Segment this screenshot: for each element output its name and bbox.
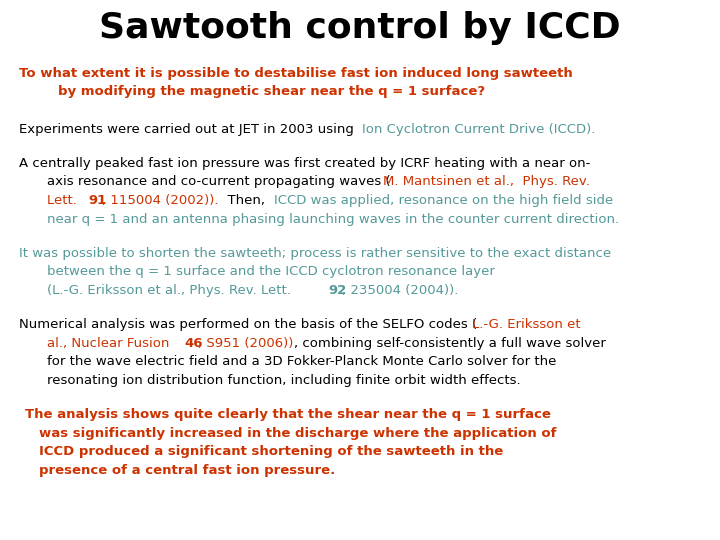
Text: ICCD was applied, resonance on the high field side: ICCD was applied, resonance on the high … — [274, 194, 613, 207]
Text: near q = 1 and an antenna phasing launching waves in the counter current directi: near q = 1 and an antenna phasing launch… — [48, 213, 619, 226]
Text: between the q = 1 surface and the ICCD cyclotron resonance layer: between the q = 1 surface and the ICCD c… — [48, 266, 495, 279]
Text: 46: 46 — [184, 336, 203, 350]
Text: Numerical analysis was performed on the basis of the SELFO codes (: Numerical analysis was performed on the … — [19, 318, 477, 331]
Text: It was possible to shorten the sawteeth; process is rather sensitive to the exac: It was possible to shorten the sawteeth;… — [19, 247, 611, 260]
Text: Experiments were carried out at JET in 2003 using: Experiments were carried out at JET in 2… — [19, 123, 359, 136]
Text: The analysis shows quite clearly that the shear near the q = 1 surface: The analysis shows quite clearly that th… — [25, 408, 551, 421]
Text: A centrally peaked fast ion pressure was first created by ICRF heating with a ne: A centrally peaked fast ion pressure was… — [19, 157, 591, 170]
Text: resonating ion distribution function, including finite orbit width effects.: resonating ion distribution function, in… — [48, 374, 521, 387]
Text: , S951 (2006)): , S951 (2006)) — [198, 336, 294, 350]
Text: for the wave electric field and a 3D Fokker-Planck Monte Carlo solver for the: for the wave electric field and a 3D Fok… — [48, 355, 557, 368]
Text: To what extent it is possible to destabilise fast ion induced long sawteeth: To what extent it is possible to destabi… — [19, 66, 573, 80]
Text: Then,: Then, — [219, 194, 269, 207]
Text: ICCD produced a significant shortening of the sawteeth in the: ICCD produced a significant shortening o… — [39, 446, 503, 458]
Text: L.-G. Eriksson et: L.-G. Eriksson et — [472, 318, 581, 331]
Text: 92: 92 — [328, 284, 347, 297]
Text: , combining self-consistently a full wave solver: , combining self-consistently a full wav… — [294, 336, 606, 350]
Text: (L.-G. Eriksson et al., Phys. Rev. Lett.: (L.-G. Eriksson et al., Phys. Rev. Lett. — [48, 284, 295, 297]
Text: , 235004 (2004)).: , 235004 (2004)). — [342, 284, 459, 297]
Text: was significantly increased in the discharge where the application of: was significantly increased in the disch… — [39, 427, 557, 440]
Text: Sawtooth control by ICCD: Sawtooth control by ICCD — [99, 11, 621, 45]
Text: 91: 91 — [89, 194, 107, 207]
Text: Ion Cyclotron Current Drive (ICCD).: Ion Cyclotron Current Drive (ICCD). — [362, 123, 596, 136]
Text: presence of a central fast ion pressure.: presence of a central fast ion pressure. — [39, 464, 335, 477]
Text: axis resonance and co-current propagating waves (: axis resonance and co-current propagatin… — [48, 176, 391, 188]
Text: by modifying the magnetic shear near the q = 1 surface?: by modifying the magnetic shear near the… — [58, 85, 485, 98]
Text: M. Mantsinen et al.,  Phys. Rev.: M. Mantsinen et al., Phys. Rev. — [384, 176, 590, 188]
Text: al., Nuclear Fusion: al., Nuclear Fusion — [48, 336, 174, 350]
Text: Lett.: Lett. — [48, 194, 81, 207]
Text: , 115004 (2002)).: , 115004 (2002)). — [102, 194, 219, 207]
